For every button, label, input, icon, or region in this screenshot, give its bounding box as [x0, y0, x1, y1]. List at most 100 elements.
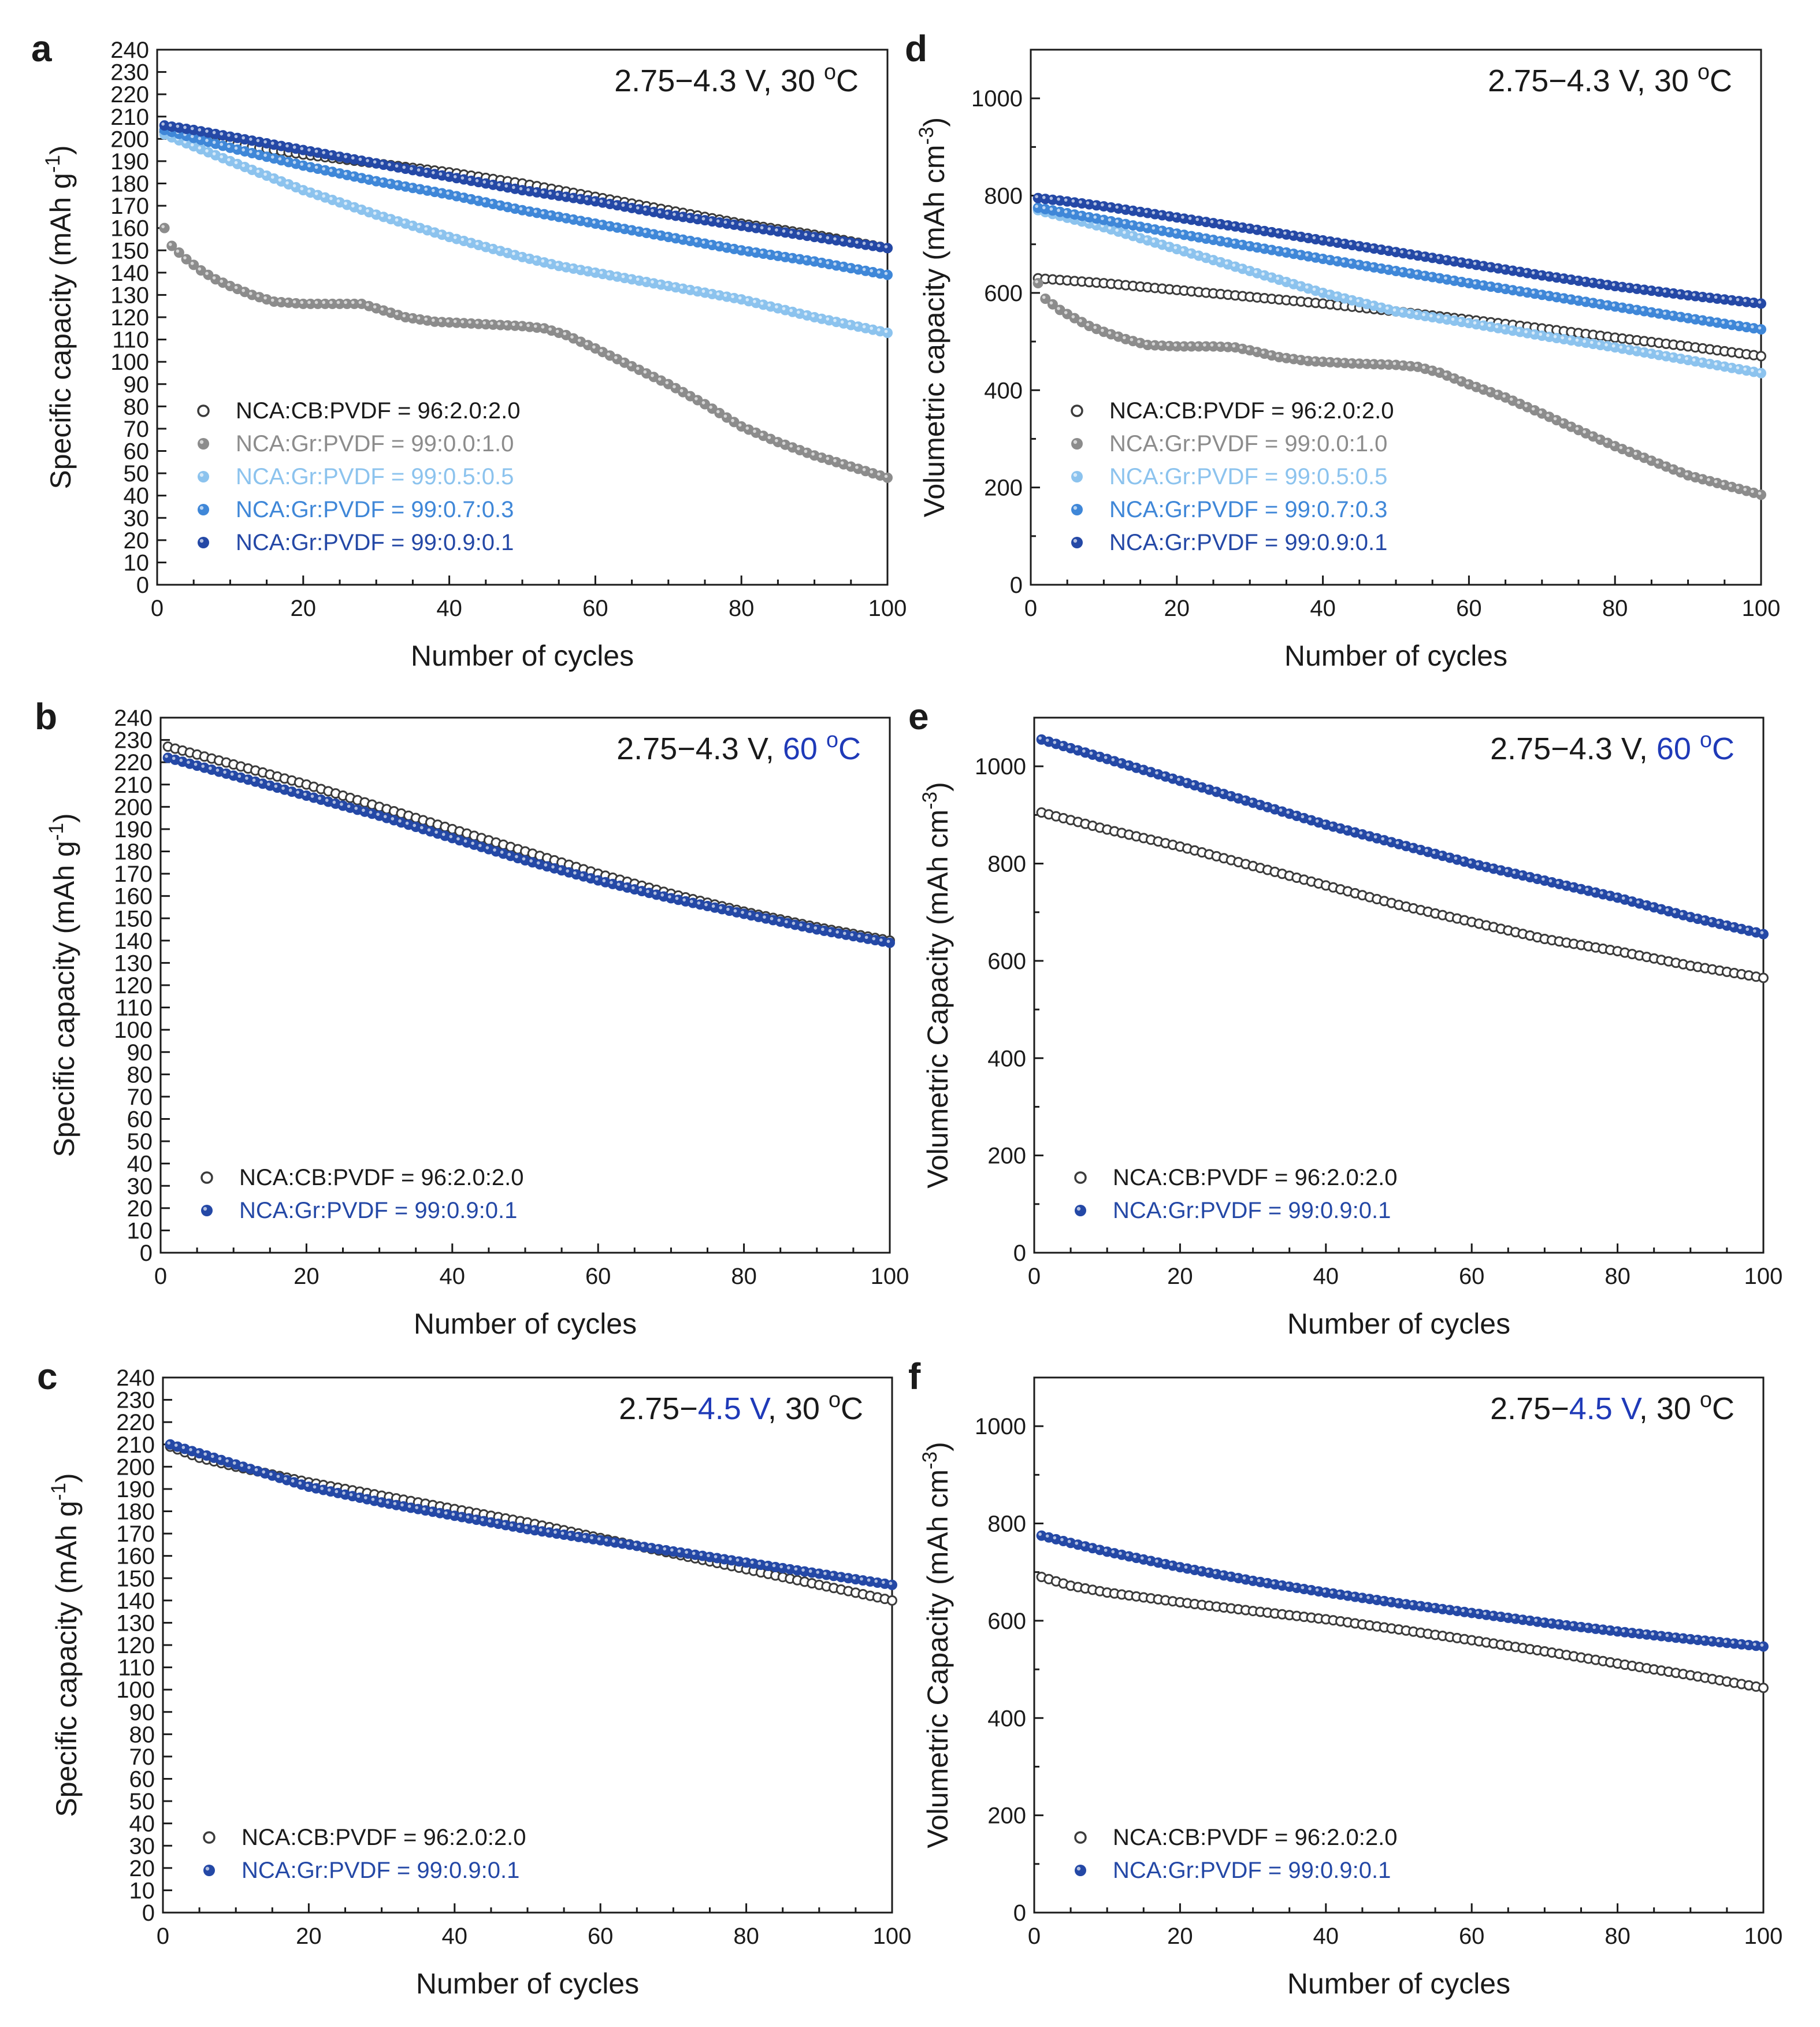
data-point-highlight	[1673, 1634, 1676, 1638]
data-point-highlight	[1611, 443, 1615, 447]
data-point-highlight	[249, 166, 252, 170]
data-point-highlight	[1665, 908, 1669, 912]
data-point-highlight	[826, 317, 830, 321]
data-point-highlight	[779, 1565, 783, 1569]
data-point-highlight	[1312, 358, 1316, 362]
data-point-highlight	[794, 1567, 798, 1571]
data-point-highlight	[621, 274, 625, 279]
data-point-highlight	[806, 925, 810, 929]
data-point-highlight	[1692, 474, 1696, 478]
data-point-highlight	[263, 153, 267, 157]
data-point-highlight	[1342, 240, 1345, 244]
data-point-highlight	[1276, 230, 1280, 234]
data-point-highlight	[1670, 313, 1674, 316]
data-point-highlight	[1268, 274, 1272, 278]
data-point-highlight	[738, 423, 742, 427]
data-point-highlight	[1169, 1562, 1173, 1566]
data-point-highlight	[1568, 424, 1572, 427]
data-point-highlight	[466, 1515, 470, 1519]
data-point-highlight	[307, 148, 311, 152]
data-point-highlight	[1495, 284, 1499, 288]
data-point-highlight	[1707, 361, 1710, 365]
data-point-highlight	[1731, 924, 1734, 928]
data-point-highlight	[1210, 343, 1214, 347]
data-point-highlight	[614, 356, 618, 359]
data-point-highlight	[840, 263, 844, 268]
data-point-highlight	[1159, 242, 1162, 245]
data-point-highlight	[548, 212, 552, 216]
data-point-highlight	[638, 888, 642, 892]
data-point-highlight	[1239, 242, 1243, 246]
data-point-highlight	[612, 1539, 615, 1543]
data-point-highlight	[665, 233, 669, 237]
y-tick-label: 60	[129, 1767, 155, 1792]
y-tick-label: 1000	[971, 86, 1023, 112]
data-point-highlight	[1680, 912, 1684, 916]
data-point-highlight	[285, 181, 289, 185]
data-point-highlight	[658, 232, 662, 236]
data-point-highlight	[682, 898, 686, 902]
legend-label: NCA:Gr:PVDF = 99:0.7:0.3	[236, 497, 514, 522]
data-point-highlight	[711, 904, 715, 908]
y-tick-label: 0	[140, 1241, 153, 1266]
data-point-highlight	[446, 233, 450, 237]
data-point-highlight	[1283, 355, 1287, 359]
data-point-highlight	[1403, 1601, 1406, 1605]
data-point-highlight	[687, 215, 691, 218]
x-axis-title: Number of cycles	[1287, 1967, 1510, 2000]
data-point-highlight	[1753, 929, 1756, 933]
y-tick-label: 120	[110, 305, 149, 331]
data-point-highlight	[811, 233, 815, 237]
data-point-highlight	[468, 240, 471, 243]
series-cb	[165, 1441, 897, 1606]
data-point-highlight	[415, 1506, 418, 1509]
data-point-highlight	[1130, 233, 1134, 236]
data-point-highlight	[855, 240, 859, 244]
data-point-highlight	[1246, 268, 1250, 272]
data-point-highlight	[736, 1558, 740, 1562]
data-point-highlight	[371, 1498, 375, 1501]
data-point-highlight	[1184, 1565, 1188, 1569]
data-point-highlight	[1444, 276, 1447, 280]
data-point-highlight	[497, 248, 501, 251]
data-point-highlight	[787, 1566, 790, 1570]
data-point-highlight	[1702, 917, 1706, 921]
data-point-highlight	[1320, 255, 1323, 259]
data-point-highlight	[1305, 235, 1309, 239]
data-point-highlight	[687, 237, 691, 242]
data-point-highlight	[1067, 1539, 1071, 1543]
data-point-highlight	[1057, 197, 1060, 201]
legend-label: NCA:Gr:PVDF = 99:0.9:0.1	[239, 1198, 517, 1223]
y-tick-label: 600	[987, 949, 1026, 974]
data-point-highlight	[400, 1503, 404, 1507]
data-point-highlight	[1349, 297, 1353, 301]
data-point-highlight	[1254, 348, 1258, 352]
data-point-highlight	[1611, 303, 1615, 307]
data-point-highlight	[1119, 1551, 1122, 1555]
data-point-highlight	[716, 219, 720, 223]
data-point-highlight	[432, 170, 435, 175]
data-point-highlight	[1517, 269, 1521, 272]
data-point-highlight	[517, 1524, 521, 1528]
data-point-highlight	[420, 826, 424, 830]
data-point-highlight	[249, 138, 252, 141]
data-point-highlight	[1751, 299, 1754, 303]
data-point-highlight	[256, 294, 260, 298]
data-point-highlight	[249, 292, 252, 295]
y-tick-label: 200	[116, 1454, 155, 1480]
data-point-highlight	[855, 323, 859, 327]
data-point-highlight	[1517, 329, 1521, 332]
data-point-highlight	[1641, 454, 1645, 458]
data-point	[887, 1579, 897, 1590]
data-point-highlight	[1108, 226, 1112, 230]
y-tick-label: 50	[124, 461, 150, 487]
data-point-highlight	[1137, 235, 1141, 239]
data-point	[882, 269, 893, 280]
x-tick-label: 80	[1602, 596, 1628, 621]
data-point-highlight	[1738, 926, 1742, 930]
data-point-highlight	[1188, 233, 1192, 236]
data-point-highlight	[555, 192, 559, 196]
data-point-highlight	[816, 1571, 820, 1574]
data-point-highlight	[616, 882, 621, 886]
data-point-highlight	[1658, 1633, 1662, 1636]
